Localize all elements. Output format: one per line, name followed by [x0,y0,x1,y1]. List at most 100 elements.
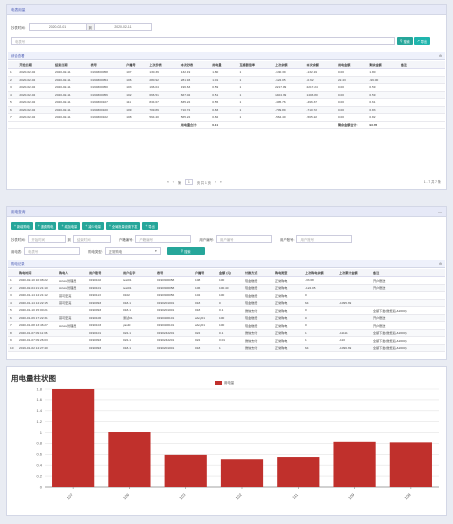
bar[interactable] [333,441,376,487]
toolbar-button[interactable]: + 新增购电 [11,222,33,230]
column-header[interactable]: 上次余额 [273,61,305,69]
y-tick-label: 0 [40,484,43,489]
table-cell [57,336,87,345]
table-cell: -132.19 [304,68,336,77]
gear-icon[interactable]: ⚙ [438,262,442,266]
start-date-input[interactable]: 2020-02-01 [28,23,87,31]
page-input[interactable]: 1 [185,179,193,185]
action-toolbar: + 新增购电 + 退费购电 + 增加电量 + 减少电量 + 全局批量设置下发 + 导出 [11,222,158,230]
table-cell [398,106,445,114]
column-header[interactable]: 用户账号 [87,269,121,277]
column-header[interactable]: 上次抄表 [147,61,179,69]
column-header[interactable]: 表号 [155,269,193,277]
meter-input[interactable]: 电表号 [24,247,81,255]
column-header[interactable]: 剩余金额 [367,61,399,69]
bar[interactable] [52,389,95,487]
table-cell: 196.04 [147,83,179,92]
account-input[interactable]: 户籍编号 [135,235,192,243]
meter-filter-label: 用电表: [11,249,23,254]
table-row[interactable]: 7 2020-02-02 2020-02-11 0190300102 108 564.40… [8,113,445,122]
column-header[interactable]: 上次购电余额 [303,269,337,277]
toolbar-button[interactable]: + 退费购电 [34,222,57,230]
bar[interactable] [389,442,432,487]
column-header[interactable]: 表号 [88,61,125,69]
user-input[interactable]: 用户编号 [215,235,272,243]
bar[interactable] [277,457,320,487]
column-header[interactable]: 户籍号 [193,269,217,277]
end-date-input[interactable]: 2020-02-11 [93,23,152,31]
time-start-input[interactable]: 开始时间 [27,235,66,243]
column-header[interactable]: 备注 [398,61,445,69]
first-page-button[interactable]: « [167,180,169,184]
column-header[interactable]: 本次余额 [304,61,336,69]
table-row[interactable]: 5 2020-01-10 15:00:21 0190093 018-1 01902010… [8,306,445,315]
search-button[interactable]: ⚲ 搜索 [397,37,413,45]
column-header[interactable]: 备注 [371,269,445,277]
toolbar-button[interactable]: + 导出 [142,222,158,230]
column-header[interactable]: 上次累计金额 [337,269,371,277]
column-header[interactable] [8,269,17,277]
table-cell: 0190400101 [155,314,193,322]
column-header[interactable]: 结束日期 [53,61,89,69]
y-tick-label: 0.8 [36,441,42,446]
bar[interactable] [220,459,264,487]
table-cell: test01 [121,284,155,292]
prev-page-button[interactable]: ‹ [172,180,174,184]
table-cell: 10 [8,344,17,352]
table-cell: 1 [303,336,337,345]
table-cell: 现金缴费 [243,321,273,330]
plus-icon: + [14,224,16,228]
client-input[interactable]: 用户账号 [296,235,353,243]
bar[interactable] [108,432,151,487]
table-row[interactable]: 5 2020-02-02 2020-02-11 0190300107 111 834.67… [8,98,445,107]
toolbar-button[interactable]: + 全局批量设置下发 [105,222,141,230]
column-header[interactable] [8,61,18,69]
toolbar-button[interactable]: + 增加电量 [58,222,81,230]
table-row[interactable]: 3 2020-01-14 14:21:12 莫可宏亮 0190113 0102 01903… [8,291,445,300]
table-row[interactable]: 6 2020-02-02 2020-02-11 0190300100 109 709.89… [8,106,445,114]
column-header[interactable]: 购电类型 [273,269,303,277]
column-header[interactable]: 金额 (元) [217,269,243,277]
table-row[interactable]: 10 2019-01-02 14:27:40 0190093 018-1 0190201… [8,344,445,352]
column-header[interactable]: 户籍号 [124,61,148,69]
purchase-type-select[interactable]: 正常购电 ▾ [104,247,161,255]
table-row[interactable]: 3 2020-02-02 2020-02-11 0190300050 103 196.04… [8,83,445,92]
chart-legend[interactable]: 用电量 [215,380,234,385]
toolbar-button[interactable]: + 减少电量 [82,222,104,230]
column-header[interactable]: 用户名字 [121,269,155,277]
last-page-button[interactable]: » [219,180,222,184]
column-header[interactable]: 用电金额 [335,61,368,69]
table-row[interactable]: 4 2020-01-14 14:22:15 莫可宏亮 0190093 018-1 0190… [8,299,445,307]
column-header[interactable]: 购电时间 [17,269,57,277]
column-header[interactable]: 互感器倍率 [237,61,274,69]
table-row[interactable]: 7 2020-01-08 13:46:27 Azure管理员 0190103 yasfd… [8,321,445,330]
meter-search-input[interactable]: 电表号 [11,37,395,45]
table-row[interactable]: 1 2020-02-10 10:08:22 Azure管理员 0190102 test0… [8,276,445,285]
column-header[interactable]: 用电量 [210,61,238,69]
table-cell: 666.51 [147,91,179,99]
column-header[interactable]: 购电人 [57,269,87,277]
bar[interactable] [164,454,207,487]
column-header[interactable]: 本次抄表 [178,61,211,69]
time-end-input[interactable]: 结束时间 [72,235,111,243]
table-cell: 0.83 [210,106,238,114]
purchase-search-button[interactable]: ⚲ 搜索 [166,247,205,255]
table-row[interactable]: 6 2020-01-09 17:22:31 莫可宏亮 0190106 测试01 01904… [8,314,445,322]
column-header[interactable]: 付款方式 [243,269,273,277]
table-cell: 2019-01-02 14:27:40 [17,344,57,352]
table-row[interactable]: 9 2020-01-07 09:26:03 0190093 022-1 01902422… [8,336,445,345]
table-cell: -11111 [337,329,371,337]
table-cell: 022-1 [121,336,155,345]
table-row[interactable]: 4 2020-02-02 2020-02-11 0190300056 102 666.51… [8,91,445,99]
table-row[interactable]: 1 2020-02-02 2020-02-11 0190300058 107 130.39… [8,68,445,77]
export-button[interactable]: ↗ 导出 [413,37,431,45]
collapse-icon[interactable]: — [438,209,442,214]
table-row[interactable]: 8 2020-01-07 09:11:36 0190101 022-1 01902422… [8,329,445,337]
table-row[interactable]: 2 2020-02-02 2020-02-11 0190300054 106 280.92… [8,76,445,84]
table-cell: -495.76 [273,98,305,107]
next-page-button[interactable]: › [214,180,216,184]
table-row[interactable]: 2 2020-02-04 21:21:10 Azure管理员 0190101 test0… [8,284,445,292]
gear-icon[interactable]: ⚙ [438,54,442,58]
column-header[interactable]: 开始日期 [17,61,54,69]
table-cell: -710.72 [304,106,336,114]
